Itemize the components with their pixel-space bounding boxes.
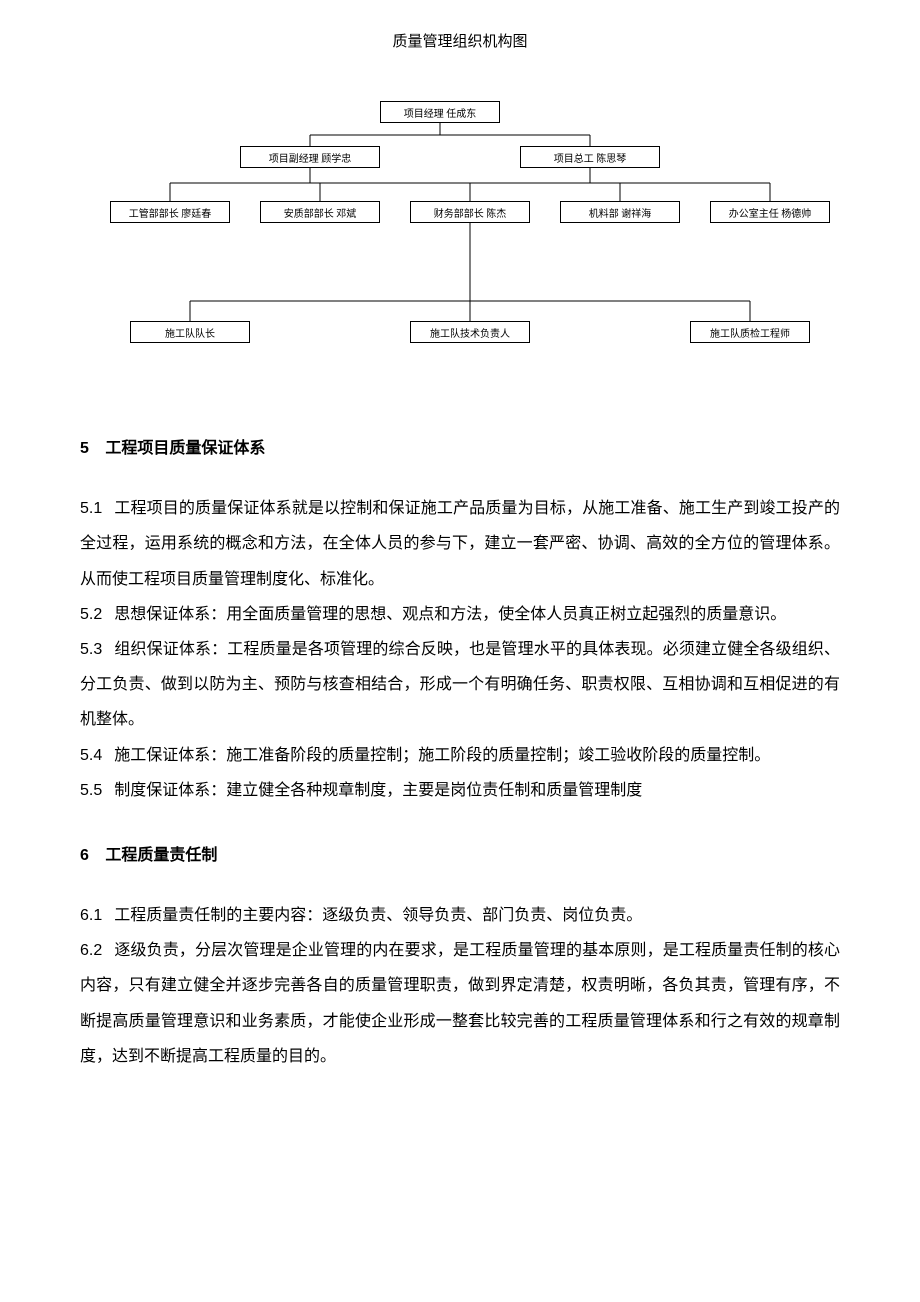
org-diagram: 项目经理 任成东 项目副经理 顾学忠 项目总工 陈思琴 工管部部长 廖廷春 安质… (50, 71, 870, 351)
para-5-4-num: 5.4 (80, 747, 102, 764)
para-5-4: 5.4 施工保证体系：施工准备阶段的质量控制；施工阶段的质量控制；竣工验收阶段的质… (80, 738, 840, 773)
body-text: 5 工程项目质量保证体系 5.1工程项目的质量保证体系就是以控制和保证施工产品质… (80, 431, 840, 1074)
node-d5: 办公室主任 杨德帅 (710, 201, 830, 223)
para-6-2-text: 逐级负责，分层次管理是企业管理的内在要求，是工程质量管理的基本原则，是工程质量责… (80, 942, 840, 1065)
node-vp: 项目副经理 顾学忠 (240, 146, 380, 168)
node-d3: 财务部部长 陈杰 (410, 201, 530, 223)
node-ce: 项目总工 陈思琴 (520, 146, 660, 168)
node-d4: 机料部 谢祥海 (560, 201, 680, 223)
node-t2: 施工队技术负责人 (410, 321, 530, 343)
para-5-2: 5.2 思想保证体系：用全面质量管理的思想、观点和方法，使全体人员真正树立起强烈的… (80, 597, 840, 632)
chart-title: 质量管理组织机构图 (0, 30, 920, 51)
node-d1: 工管部部长 廖廷春 (110, 201, 230, 223)
section-6-heading: 6 工程质量责任制 (80, 838, 840, 873)
para-5-1-num: 5.1 (80, 500, 102, 517)
section-5-num: 5 (80, 440, 89, 457)
para-5-5-text: 制度保证体系：建立健全各种规章制度，主要是岗位责任制和质量管理制度 (114, 782, 642, 799)
para-5-2-text: 思想保证体系：用全面质量管理的思想、观点和方法，使全体人员真正树立起强烈的质量意… (114, 606, 786, 623)
para-5-2-num: 5.2 (80, 606, 102, 623)
para-5-3-text: 组织保证体系：工程质量是各项管理的综合反映，也是管理水平的具体表现。必须建立健全… (80, 641, 840, 728)
para-6-1-num: 6.1 (80, 907, 102, 924)
para-5-1: 5.1工程项目的质量保证体系就是以控制和保证施工产品质量为目标，从施工准备、施工… (80, 491, 840, 597)
node-root: 项目经理 任成东 (380, 101, 500, 123)
section-6-num: 6 (80, 847, 89, 864)
para-5-5-num: 5.5 (80, 782, 102, 799)
para-5-1-text: 工程项目的质量保证体系就是以控制和保证施工产品质量为目标，从施工准备、施工生产到… (80, 500, 840, 587)
para-5-3: 5.3组织保证体系：工程质量是各项管理的综合反映，也是管理水平的具体表现。必须建… (80, 632, 840, 738)
section-5-heading: 5 工程项目质量保证体系 (80, 431, 840, 466)
node-t3: 施工队质检工程师 (690, 321, 810, 343)
node-t1: 施工队队长 (130, 321, 250, 343)
para-5-3-num: 5.3 (80, 641, 102, 658)
para-6-1: 6.1 工程质量责任制的主要内容：逐级负责、领导负责、部门负责、岗位负责。 (80, 898, 840, 933)
section-6-title: 工程质量责任制 (105, 847, 217, 864)
node-d2: 安质部部长 邓斌 (260, 201, 380, 223)
section-5-title: 工程项目质量保证体系 (105, 440, 265, 457)
para-5-4-text: 施工保证体系：施工准备阶段的质量控制；施工阶段的质量控制；竣工验收阶段的质量控制… (114, 747, 770, 764)
para-6-2-num: 6.2 (80, 942, 102, 959)
para-6-2: 6.2逐级负责，分层次管理是企业管理的内在要求，是工程质量管理的基本原则，是工程… (80, 933, 840, 1074)
para-6-1-text: 工程质量责任制的主要内容：逐级负责、领导负责、部门负责、岗位负责。 (114, 907, 642, 924)
para-5-5: 5.5 制度保证体系：建立健全各种规章制度，主要是岗位责任制和质量管理制度 (80, 773, 840, 808)
